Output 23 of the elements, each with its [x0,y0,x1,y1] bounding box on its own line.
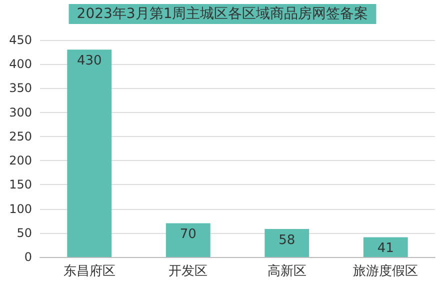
y-tick-label: 450 [9,33,32,47]
bar [166,223,210,257]
x-tick-label: 东昌府区 [63,263,116,279]
y-tick-label: 200 [9,154,32,168]
y-tick-label: 50 [16,226,32,240]
bar [67,50,112,257]
data-label: 70 [180,227,196,242]
x-tick-label: 开发区 [168,264,208,279]
bar [363,237,408,257]
x-tick-label: 旅游度假区 [353,263,418,279]
data-label: 41 [377,241,394,256]
data-label: 58 [278,233,296,248]
chart-title: 2023年3月第1周主城区各区域商品房网签备案 [76,5,368,22]
bar [264,229,310,257]
y-tick-label: 400 [9,57,32,72]
y-tick-label: 0 [24,250,32,264]
x-tick-label: 高新区 [267,263,306,279]
y-tick-label: 250 [9,129,32,144]
y-tick-label: 350 [9,81,32,96]
y-tick-label: 300 [9,105,32,120]
data-label: 430 [76,54,102,69]
y-tick-label: 150 [9,178,32,192]
y-tick-label: 100 [9,202,32,216]
